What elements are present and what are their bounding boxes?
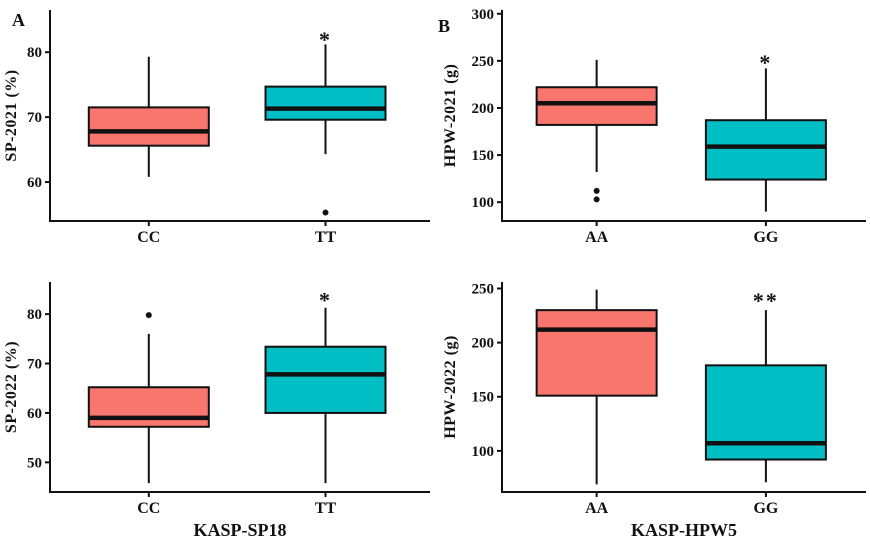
- box-CC: [87, 106, 210, 147]
- y-tick-label: 100: [472, 444, 495, 460]
- outlier-point: [593, 187, 600, 194]
- panel-letter: B: [438, 16, 450, 36]
- x-axis-title: KASP-SP18: [193, 520, 286, 540]
- outlier-point: [322, 209, 329, 216]
- significance-stars: *: [319, 287, 332, 312]
- y-tick-label: 70: [27, 110, 42, 126]
- box-AA: [535, 309, 658, 397]
- y-tick-label: 300: [472, 7, 495, 23]
- box-TT: [264, 345, 387, 414]
- significance-stars: *: [759, 50, 772, 75]
- box-CC: [87, 386, 210, 428]
- y-tick-label: 200: [472, 336, 495, 352]
- y-tick-label: 60: [27, 406, 42, 422]
- y-axis-title: HPW-2022 (g): [442, 335, 459, 439]
- panel-letter: A: [12, 10, 25, 30]
- box-GG: [704, 119, 827, 181]
- category-label-TT: TT: [315, 229, 337, 246]
- category-label-CC: CC: [137, 229, 160, 246]
- y-tick-label: 80: [27, 45, 42, 61]
- outlier-point: [145, 312, 152, 319]
- y-axis-title: HPW-2021 (g): [442, 64, 459, 168]
- y-tick-label: 100: [472, 195, 495, 211]
- panel-hpw-2022: 100 150 200 250 HPW-2022 (g) AA ** GG KASP-HPW5: [442, 281, 866, 540]
- y-tick-label: 250: [472, 281, 495, 297]
- box-TT: [264, 85, 387, 121]
- y-tick-label: 80: [27, 307, 42, 323]
- category-label-CC: CC: [137, 500, 160, 517]
- category-label-GG: GG: [753, 229, 778, 246]
- y-tick-label: 200: [472, 101, 495, 117]
- y-axis-title: SP-2022 (%): [3, 341, 20, 433]
- panel-sp-2021: 60 70 80 SP-2021 (%) A CC * TT: [3, 10, 430, 246]
- panel-sp-2022: 50 60 70 80 SP-2022 (%) CC * TT KASP-SP18: [3, 282, 430, 540]
- panel-hpw-2021: 100 150 200 250 300 HPW-2021 (g) B AA * GG: [438, 7, 866, 246]
- significance-stars: *: [319, 27, 332, 52]
- significance-stars: **: [753, 288, 779, 313]
- y-tick-label: 250: [472, 54, 495, 70]
- category-label-AA: AA: [585, 229, 609, 246]
- category-label-TT: TT: [315, 500, 337, 517]
- category-label-AA: AA: [585, 500, 609, 517]
- y-tick-label: 60: [27, 175, 42, 191]
- y-axis-title: SP-2021 (%): [3, 69, 20, 161]
- box-AA: [535, 86, 658, 126]
- y-tick-label: 70: [27, 357, 42, 373]
- category-label-GG: GG: [753, 500, 778, 517]
- y-tick-label: 150: [472, 390, 495, 406]
- y-tick-label: 150: [472, 148, 495, 164]
- outlier-point: [593, 196, 600, 203]
- y-tick-label: 50: [27, 455, 42, 471]
- x-axis-title: KASP-HPW5: [631, 520, 737, 540]
